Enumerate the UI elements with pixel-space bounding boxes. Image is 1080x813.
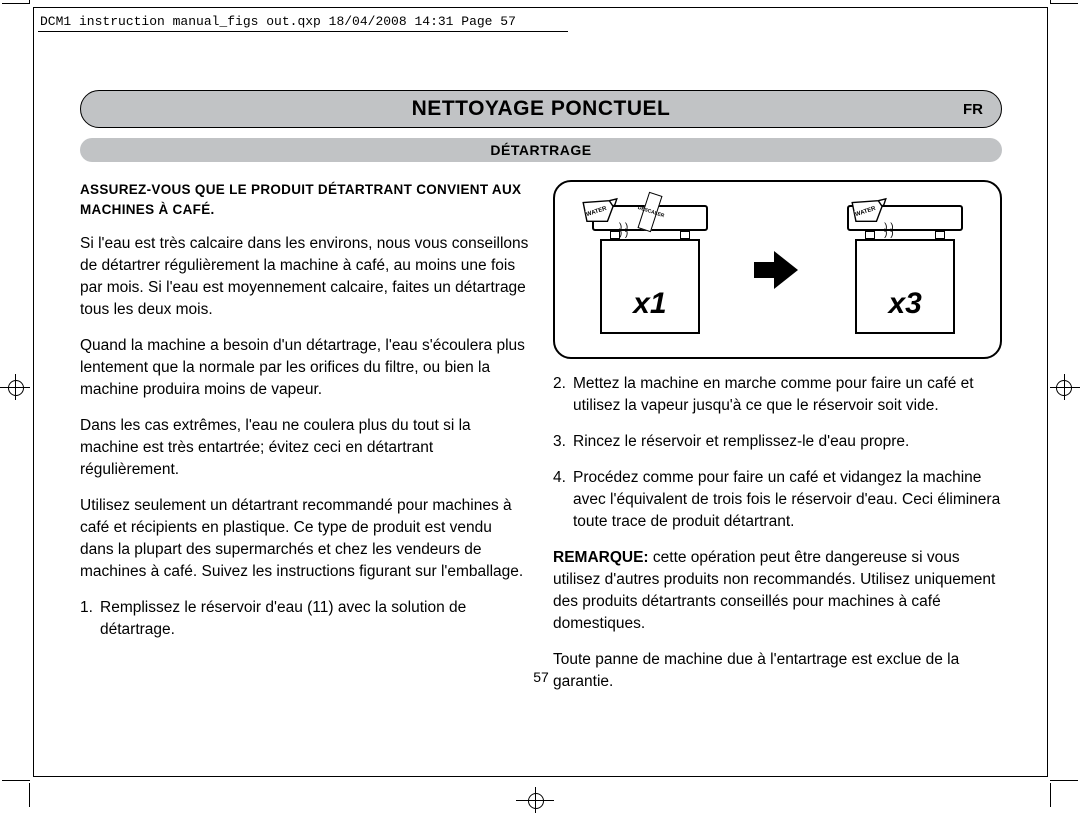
machine-left: WATER DESCALER ) )) ) x1	[585, 205, 715, 334]
paragraph: Dans les cas extrêmes, l'eau ne coulera …	[80, 415, 529, 481]
section-bar: DÉTARTRAGE	[80, 138, 1002, 162]
crop-mark	[2, 780, 30, 781]
step-number: 1.	[80, 597, 100, 641]
crop-mark	[1050, 3, 1078, 4]
step-number: 3.	[553, 431, 573, 453]
qty-right: x3	[855, 239, 955, 334]
left-column: ASSUREZ-VOUS QUE LE PRODUIT DÉTARTRANT C…	[80, 180, 529, 707]
header-rule	[38, 31, 568, 32]
document-meta-line: DCM1 instruction manual_figs out.qxp 18/…	[40, 14, 516, 29]
paragraph: Utilisez seulement un détartrant recomma…	[80, 495, 529, 583]
paragraph: Si l'eau est très calcaire dans les envi…	[80, 233, 529, 321]
remarque-label: REMARQUE:	[553, 549, 649, 566]
section-title: DÉTARTRAGE	[490, 142, 591, 158]
crop-mark	[1050, 780, 1078, 781]
qty-left: x1	[600, 239, 700, 334]
right-column: WATER DESCALER ) )) ) x1 WATER	[553, 180, 1002, 707]
page-content: NETTOYAGE PONCTUEL FR DÉTARTRAGE ASSUREZ…	[80, 90, 1002, 707]
step-2: 2. Mettez la machine en marche comme pou…	[553, 373, 1002, 417]
page-number: 57	[80, 669, 1002, 685]
two-column-layout: ASSUREZ-VOUS QUE LE PRODUIT DÉTARTRANT C…	[80, 180, 1002, 707]
crop-mark	[29, 0, 30, 4]
remarque-paragraph: REMARQUE: cette opération peut être dang…	[553, 547, 1002, 635]
step-3: 3. Rincez le réservoir et remplissez-le …	[553, 431, 1002, 453]
page-title: NETTOYAGE PONCTUEL	[412, 97, 671, 121]
crop-mark	[2, 3, 30, 4]
instruction-figure: WATER DESCALER ) )) ) x1 WATER	[553, 180, 1002, 359]
step-text: Remplissez le réservoir d'eau (11) avec …	[100, 597, 529, 641]
arrow-icon	[754, 251, 800, 289]
step-4: 4. Procédez comme pour faire un café et …	[553, 467, 1002, 533]
crop-mark	[1050, 0, 1051, 4]
machine-right: WATER ) )) ) x3	[840, 205, 970, 334]
intro-warning: ASSUREZ-VOUS QUE LE PRODUIT DÉTARTRANT C…	[80, 180, 529, 219]
step-number: 2.	[553, 373, 573, 417]
step-text: Procédez comme pour faire un café et vid…	[573, 467, 1002, 533]
paragraph: Quand la machine a besoin d'un détartrag…	[80, 335, 529, 401]
step-1: 1. Remplissez le réservoir d'eau (11) av…	[80, 597, 529, 641]
language-badge: FR	[963, 101, 983, 118]
step-number: 4.	[553, 467, 573, 533]
step-text: Rincez le réservoir et remplissez-le d'e…	[573, 431, 1002, 453]
title-bar: NETTOYAGE PONCTUEL FR	[80, 90, 1002, 128]
step-text: Mettez la machine en marche comme pour f…	[573, 373, 1002, 417]
